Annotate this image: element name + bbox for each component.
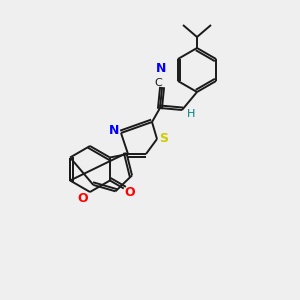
Text: O: O (78, 193, 88, 206)
Text: N: N (109, 124, 119, 137)
Text: O: O (124, 185, 135, 199)
Text: S: S (160, 133, 169, 146)
Text: N: N (156, 62, 166, 76)
Text: C: C (154, 78, 162, 88)
Text: H: H (187, 109, 195, 119)
